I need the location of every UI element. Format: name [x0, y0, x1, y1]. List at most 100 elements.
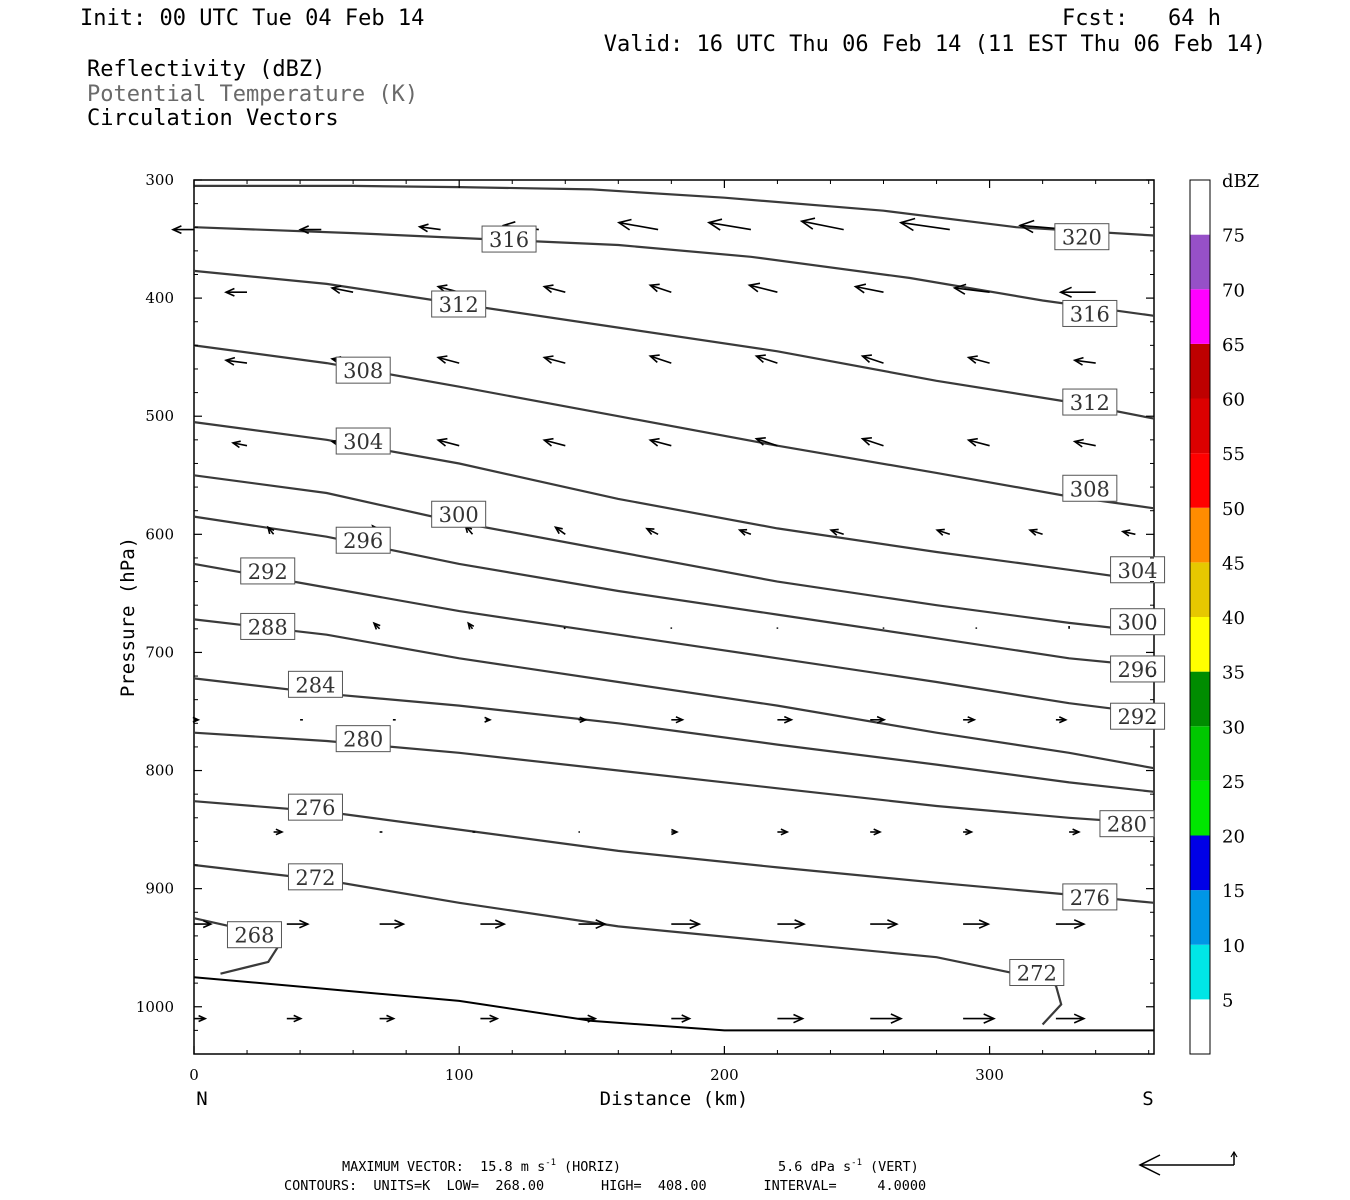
colorbar-band — [1190, 180, 1210, 235]
isentrope-label-292: 292 — [240, 557, 296, 585]
svg-text:280: 280 — [343, 728, 383, 752]
colorbar-tick-label: 45 — [1222, 553, 1245, 574]
vector-arrow — [870, 919, 899, 930]
vector-arrow — [853, 283, 884, 294]
y-tick-label: 600 — [145, 525, 174, 543]
vector-arrow — [966, 355, 990, 364]
isentrope-288 — [193, 618, 1155, 770]
colorbar-band — [1190, 562, 1210, 617]
y-tick-label: 400 — [145, 289, 174, 307]
x-tick-label: 0 — [189, 1066, 199, 1084]
max-vector-vert: 5.6 dPa s-1 (VERT) — [778, 1158, 919, 1175]
isentrope-label-296: 296 — [1110, 655, 1166, 683]
isentrope-label-284: 284 — [287, 670, 343, 698]
colorbar-tick-label: 5 — [1222, 990, 1233, 1011]
colorbar-tick-label: 65 — [1222, 335, 1245, 356]
x-axis-label: Distance (km) — [600, 1088, 749, 1110]
surface-line — [193, 976, 1154, 1032]
vector-arrow — [542, 355, 566, 364]
svg-text:300: 300 — [1118, 611, 1158, 635]
colorbar-tick-label: 35 — [1222, 663, 1245, 684]
colorbar-band — [1190, 617, 1210, 672]
vector-arrow — [1055, 716, 1068, 724]
isentrope-label-280: 280 — [1099, 810, 1155, 838]
colorbar-tick-label: 50 — [1222, 499, 1245, 520]
vector-arrow — [578, 1014, 598, 1023]
vector-arrow — [286, 919, 310, 929]
y-tick-label: 900 — [145, 880, 174, 898]
vector-arrow — [898, 217, 950, 232]
vector-arrow — [273, 828, 284, 836]
isentrope-label-280: 280 — [335, 725, 391, 753]
x-axis-north: N — [196, 1088, 207, 1110]
svg-text:292: 292 — [248, 560, 288, 584]
svg-text:308: 308 — [343, 359, 383, 383]
vector-arrow — [563, 626, 566, 630]
vector-arrow — [298, 225, 322, 235]
vector-arrow — [870, 715, 887, 724]
vector-arrow — [379, 1014, 396, 1023]
vector-arrow — [1072, 438, 1096, 448]
vector-arrow — [231, 440, 248, 449]
ground-surface-line — [193, 976, 1154, 1032]
isentrope-label-276: 276 — [287, 793, 343, 821]
isentrope-label-300: 300 — [431, 500, 487, 528]
svg-text:304: 304 — [1118, 559, 1158, 583]
vector-arrow — [777, 919, 806, 930]
vector-arrow — [484, 716, 492, 723]
vector-arrow — [1028, 528, 1043, 536]
vector-arrow — [963, 1013, 996, 1024]
svg-text:268: 268 — [234, 924, 274, 948]
x-axis-south: S — [1142, 1088, 1153, 1110]
vector-arrow — [436, 437, 460, 447]
colorbar-tick-label: 30 — [1222, 717, 1245, 738]
isentrope-label-312: 312 — [431, 290, 487, 318]
vector-arrow — [194, 919, 213, 929]
isentrope-320 — [194, 184, 1155, 237]
colorbar-band — [1190, 780, 1210, 836]
vector-arrow — [671, 919, 702, 930]
vector-arrow — [578, 919, 608, 930]
max-vector-text: MAXIMUM VECTOR: 15.8 m s-1 (HORIZ) — [342, 1158, 621, 1175]
vector-arrow — [671, 716, 685, 724]
svg-text:316: 316 — [489, 228, 529, 252]
vector-arrow — [737, 528, 752, 536]
colorbar-band — [1190, 398, 1210, 454]
vector-arrow — [645, 527, 659, 536]
svg-text:300: 300 — [439, 503, 479, 527]
isentrope-label-292: 292 — [1110, 702, 1166, 730]
svg-text:280: 280 — [1107, 813, 1147, 837]
x-tick-label: 100 — [445, 1066, 474, 1084]
vector-arrow — [963, 828, 974, 836]
isentrope-label-316: 316 — [481, 225, 537, 253]
colorbar-band — [1190, 453, 1210, 508]
field-circulation-vectors: Circulation Vectors — [87, 106, 339, 131]
vector-arrow — [706, 218, 752, 231]
isentrope-labels: 320 316 316 312 312 308 308 304 304 300 300 296 296 2… — [226, 223, 1166, 987]
isentrope-316 — [193, 226, 1155, 317]
isentrope-312 — [193, 269, 1155, 420]
vector-arrow — [480, 919, 507, 929]
colorbar-tick-label: 15 — [1222, 881, 1245, 902]
colorbar-tick-label: 75 — [1222, 226, 1245, 247]
vector-arrow — [870, 1013, 903, 1024]
forecast-hour: Fcst: 64 h — [1062, 6, 1221, 31]
vector-arrow — [616, 218, 659, 231]
vector-arrow — [553, 526, 566, 535]
vector-arrow — [578, 716, 588, 724]
svg-text:312: 312 — [1070, 391, 1110, 415]
vector-arrow — [379, 919, 406, 929]
isentrope-label-312: 312 — [1062, 388, 1118, 416]
vector-arrow — [542, 437, 566, 447]
y-tick-label: 500 — [145, 407, 174, 425]
vector-arrow — [963, 919, 991, 929]
svg-text:304: 304 — [343, 430, 383, 454]
vector-arrow — [480, 1014, 500, 1023]
vector-arrow — [1069, 828, 1081, 836]
vector-arrow — [754, 437, 778, 447]
valid-time: Valid: 16 UTC Thu 06 Feb 14 (11 EST Thu … — [604, 32, 1266, 57]
isentrope-label-276: 276 — [1062, 883, 1118, 911]
svg-text:276: 276 — [295, 796, 335, 820]
isentrope-label-296: 296 — [335, 526, 391, 554]
colorbar: dBZ 5 10 15 20 25 30 35 40 45 50 55 60 65 70 75 — [1189, 171, 1259, 1055]
